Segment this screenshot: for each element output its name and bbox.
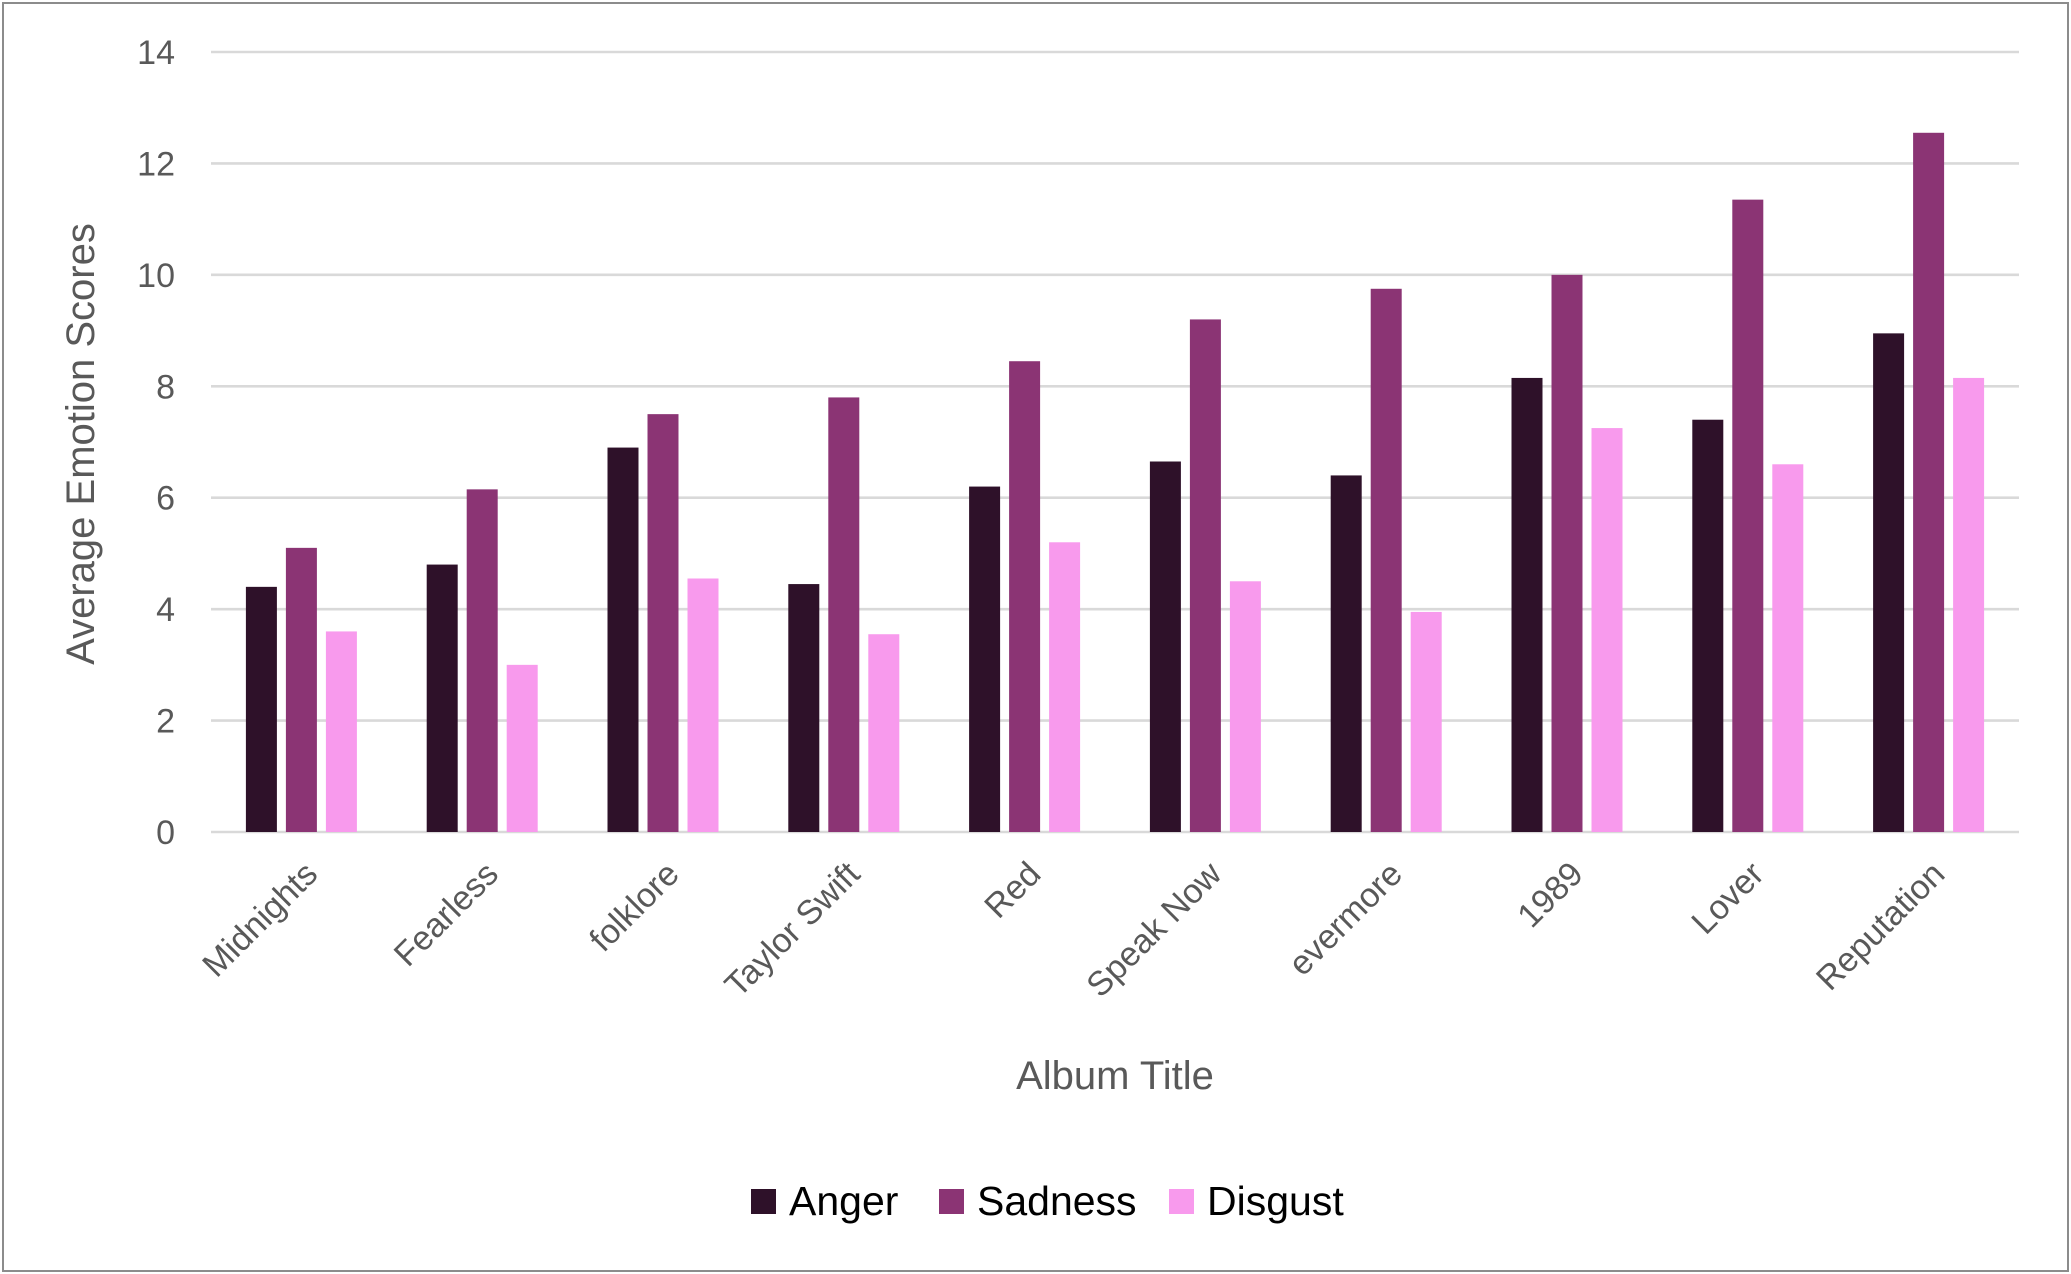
legend-label-disgust: Disgust [1207,1178,1344,1224]
bar-anger-1989 [1511,377,1543,832]
x-tick-label: 1989 [1510,855,1590,935]
legend-swatch-anger [751,1189,776,1214]
bar-anger-folklore [607,447,639,832]
legend-label-sadness: Sadness [977,1178,1137,1224]
bar-sadness-1989 [1551,274,1583,832]
y-tick-label: 2 [156,703,175,741]
x-tick-label: Speak Now [1079,854,1229,1004]
y-tick-label: 12 [137,145,175,183]
y-tick-label: 0 [156,814,175,852]
bar-sadness-fearless [466,489,498,832]
x-tick-label: folklore [582,855,686,959]
bar-anger-reputation [1873,333,1905,832]
x-tick-label: Red [977,855,1048,926]
x-tick-label: Fearless [387,855,506,974]
bar-sadness-midnights [285,547,317,832]
x-tick-labels: Midnights Fearless folklore Taylor Swift Red… [195,854,1952,1004]
bar-sadness-folklore [647,414,679,832]
bar-sadness-lover [1732,199,1764,833]
bar-anger-evermore [1330,475,1362,832]
bar-disgust-evermore [1410,611,1442,832]
legend: Anger Sadness Disgust [751,1178,1344,1224]
bar-chart: 0 2 4 6 8 10 12 14 Midnights Fearless folklore Tay… [59,34,2019,1224]
y-tick-label: 6 [156,480,175,518]
legend-swatch-disgust [1169,1189,1194,1214]
bar-disgust-fearless [506,664,538,832]
bar-disgust-1989 [1591,428,1623,832]
x-tick-label: Lover [1684,855,1771,942]
bars [245,132,1985,833]
bar-sadness-speak-now [1189,319,1221,832]
bar-disgust-lover [1772,464,1804,832]
y-tick-label: 4 [156,591,175,629]
x-tick-label: Taylor Swift [718,854,868,1004]
bar-disgust-speak-now [1229,581,1261,832]
bar-anger-lover [1692,419,1724,832]
bar-disgust-taylor-swift [868,634,900,832]
bar-anger-speak-now [1149,461,1181,832]
bar-anger-taylor-swift [788,584,820,832]
bar-sadness-taylor-swift [828,397,860,832]
y-tick-label: 14 [137,34,175,72]
y-tick-label: 8 [156,368,175,406]
x-tick-label: evermore [1281,855,1409,983]
bar-disgust-midnights [325,631,357,832]
bar-anger-midnights [245,586,277,832]
y-tick-label: 10 [137,257,175,295]
y-tick-labels: 0 2 4 6 8 10 12 14 [137,34,175,852]
bar-anger-fearless [426,564,458,832]
y-axis-title: Average Emotion Scores [59,223,103,665]
bar-sadness-reputation [1913,132,1945,833]
legend-label-anger: Anger [789,1178,898,1224]
legend-swatch-sadness [939,1189,964,1214]
bar-anger-red [969,486,1001,832]
x-axis-title: Album Title [1016,1054,1214,1098]
x-tick-label: Midnights [195,855,325,985]
bar-sadness-evermore [1370,288,1402,832]
bar-disgust-folklore [687,578,719,832]
x-tick-label: Reputation [1809,855,1952,998]
bar-disgust-reputation [1953,377,1985,832]
bar-sadness-red [1009,361,1041,832]
bar-disgust-red [1049,542,1081,832]
